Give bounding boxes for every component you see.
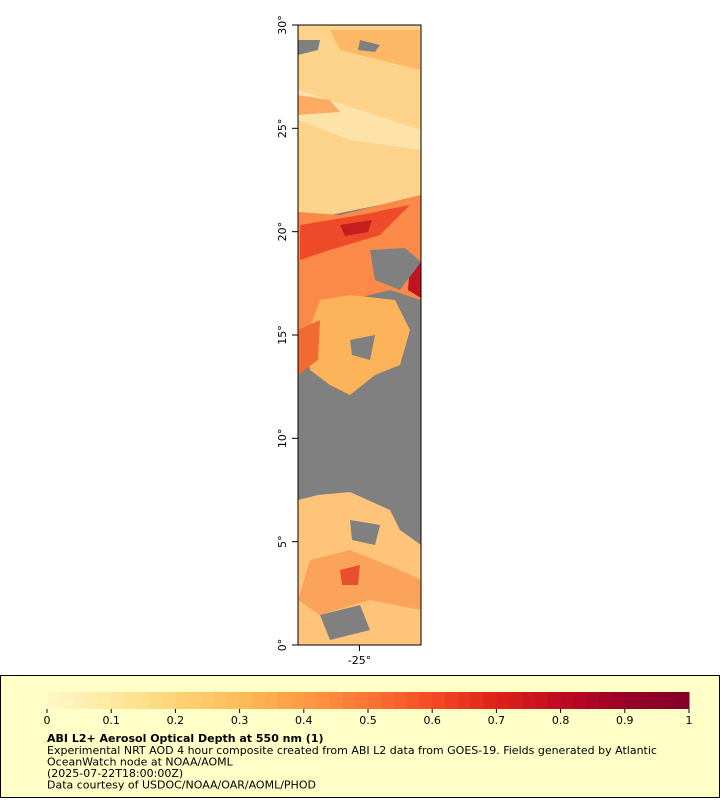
colorbar-step: [59, 692, 74, 709]
colorbar-tick-label: 0.5: [359, 714, 377, 727]
note-line: OceanWatch node at NOAA/AOML: [47, 756, 234, 769]
lat-tick-label: 10°: [276, 429, 289, 449]
lat-tick-label: 0°: [276, 639, 289, 652]
colorbar-tick-label: 0.3: [231, 714, 249, 727]
colorbar-title: ABI L2+ Aerosol Optical Depth at 550 nm …: [47, 732, 324, 745]
aod-patch: [298, 320, 320, 375]
colorbar-step: [72, 692, 87, 709]
colorbar-tick-label: 0: [44, 714, 51, 727]
aod-gap: [350, 335, 375, 360]
colorbar-step: [406, 692, 420, 709]
lat-tick-label: 20°: [276, 222, 289, 242]
colorbar-step: [85, 692, 99, 709]
colorbar-tick-label: 1: [686, 714, 693, 727]
colorbar-step: [445, 692, 459, 709]
colorbar-step: [432, 692, 446, 709]
colorbar-step: [213, 692, 228, 709]
aod-gap: [370, 248, 421, 290]
aod-gap: [298, 40, 320, 55]
colorbar-step: [329, 692, 343, 709]
colorbar-step: [547, 692, 562, 709]
note-line: (2025-07-22T18:00:00Z): [47, 767, 183, 780]
lat-tick-label: 25°: [276, 119, 289, 139]
colorbar-step: [624, 692, 639, 709]
colorbar-step: [483, 692, 497, 709]
colorbar-step: [637, 692, 651, 709]
lon-tick-label: -25°: [348, 654, 371, 667]
colorbar-step: [676, 692, 690, 709]
colorbar-step: [162, 692, 176, 709]
colorbar-step: [573, 692, 587, 709]
colorbar-tick-label: 0.1: [102, 714, 120, 727]
colorbar-step: [47, 692, 61, 709]
colorbar-step: [201, 692, 215, 709]
lat-tick-label: 5°: [276, 535, 289, 548]
colorbar-step: [226, 692, 241, 709]
colorbar-step: [419, 692, 433, 709]
colorbar-tick-label: 0.6: [423, 714, 441, 727]
aod-patch: [298, 95, 340, 115]
colorbar-step: [342, 692, 356, 709]
colorbar-step: [534, 692, 549, 709]
note-line: Experimental NRT AOD 4 hour composite cr…: [47, 744, 657, 757]
aod-patch: [340, 565, 360, 585]
aod-gap: [350, 520, 380, 545]
colorbar-step: [470, 692, 485, 709]
colorbar-step: [124, 692, 138, 709]
colorbar-step: [393, 692, 408, 709]
colorbar-step: [611, 692, 626, 709]
aod-field: [298, 25, 421, 645]
aod-gap: [358, 40, 380, 52]
colorbar-step: [188, 692, 202, 709]
aod-patch: [340, 220, 372, 236]
colorbar-step: [252, 692, 266, 709]
colorbar-step: [663, 692, 677, 709]
colorbar-step: [316, 692, 330, 709]
colorbar-step: [265, 692, 279, 709]
colorbar-tick-label: 0.4: [295, 714, 313, 727]
colorbar-step: [149, 692, 164, 709]
colorbar-step: [175, 692, 189, 709]
colorbar-step: [522, 692, 536, 709]
note-line: Data courtesy of USDOC/NOAA/OAR/AOML/PHO…: [47, 779, 316, 792]
colorbar-step: [380, 692, 395, 709]
colorbar-step: [290, 692, 305, 709]
colorbar-step: [496, 692, 510, 709]
colorbar-step: [650, 692, 664, 709]
colorbar-tick-label: 0.7: [488, 714, 506, 727]
colorbar-tick-label: 0.2: [167, 714, 185, 727]
aod-patch: [298, 550, 421, 615]
colorbar-tick-label: 0.9: [616, 714, 634, 727]
colorbar-step: [136, 692, 151, 709]
colorbar-step: [560, 692, 574, 709]
colorbar-step: [98, 692, 112, 709]
colorbar-tick-label: 0.8: [552, 714, 570, 727]
lat-tick-label: 15°: [276, 325, 289, 345]
colorbar-step: [355, 692, 369, 709]
colorbar-step: [457, 692, 472, 709]
colorbar-step: [599, 692, 613, 709]
colorbar-step: [368, 692, 382, 709]
colorbar-step: [509, 692, 523, 709]
colorbar-step: [278, 692, 292, 709]
colorbar-step: [586, 692, 600, 709]
lat-tick-label: 30°: [276, 15, 289, 35]
colorbar-step: [111, 692, 125, 709]
colorbar-step: [239, 692, 253, 709]
aod-gap: [320, 605, 370, 640]
colorbar-step: [303, 692, 318, 709]
